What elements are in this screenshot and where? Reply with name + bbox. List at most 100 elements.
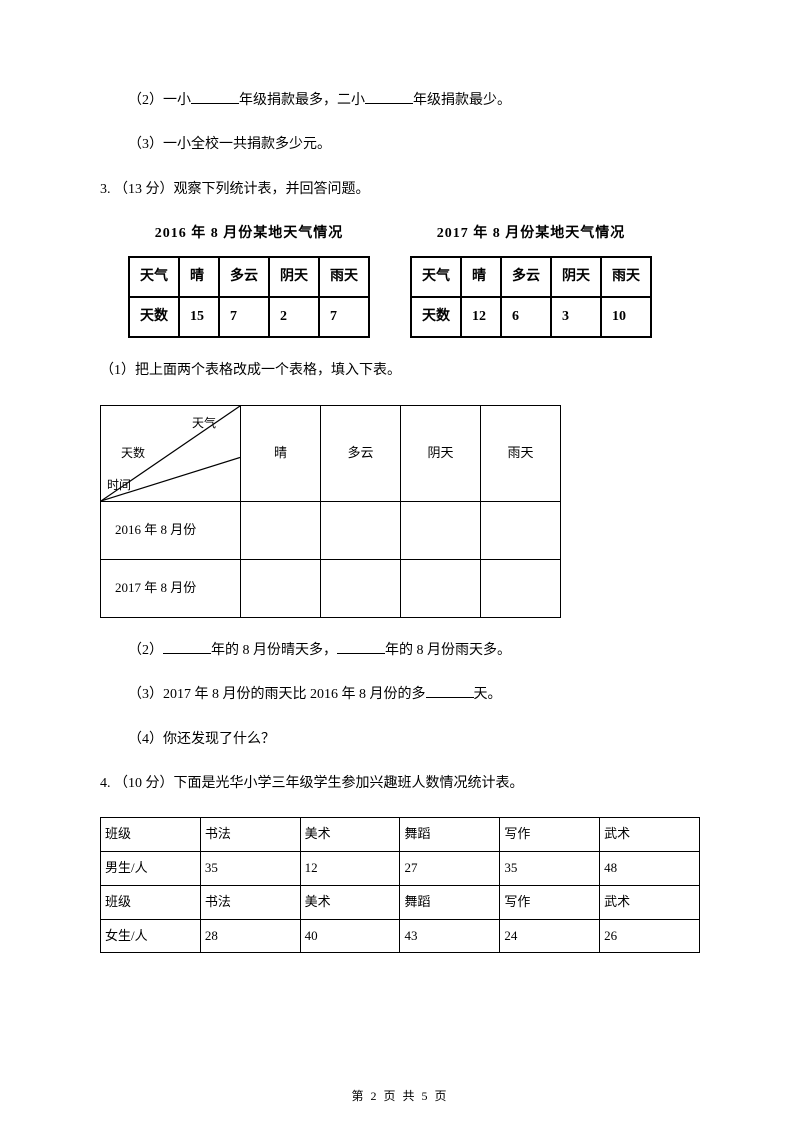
- blank-input[interactable]: [163, 640, 211, 654]
- cell: 班级: [101, 818, 201, 852]
- cell: 35: [500, 852, 600, 886]
- text: 天。: [474, 687, 502, 702]
- empty-cell[interactable]: [321, 501, 401, 559]
- weather-tables-row: 2016 年 8 月份某地天气情况 天气 晴 多云 阴天 雨天 天数 15 7 …: [128, 223, 700, 338]
- empty-cell[interactable]: [241, 501, 321, 559]
- weather-2017-table: 天气 晴 多云 阴天 雨天 天数 12 6 3 10: [410, 256, 652, 339]
- blank-input[interactable]: [365, 90, 413, 104]
- cell: 26: [600, 919, 700, 953]
- table-row: 女生/人 28 40 43 24 26: [101, 919, 700, 953]
- table-caption-2017: 2017 年 8 月份某地天气情况: [410, 223, 652, 245]
- cell: 多云: [219, 257, 269, 297]
- q3-sub2: （2）年的 8 月份晴天多，年的 8 月份雨天多。: [100, 640, 700, 662]
- cell: 晴: [461, 257, 501, 297]
- merged-table-wrap: 天气 天数 时间 晴 多云 阴天 雨天 2016 年 8 月份 2017 年 8…: [100, 405, 700, 618]
- q3-sub1: （1）把上面两个表格改成一个表格，填入下表。: [100, 360, 700, 382]
- q3-intro: 3. （13 分）观察下列统计表，并回答问题。: [100, 179, 700, 201]
- page-content: （2）一小 年级捐款最多，二小 年级捐款最少。 （3）一小全校一共捐款多少元。 3.…: [0, 0, 800, 953]
- cell: 24: [500, 919, 600, 953]
- text: 年级捐款最多，二小: [239, 93, 365, 108]
- merged-table: 天气 天数 时间 晴 多云 阴天 雨天 2016 年 8 月份 2017 年 8…: [100, 405, 561, 618]
- empty-cell[interactable]: [481, 559, 561, 617]
- cell: 美术: [300, 885, 400, 919]
- cell: 阴天: [551, 257, 601, 297]
- cell: 天气: [129, 257, 179, 297]
- cell: 3: [551, 297, 601, 337]
- cell: 书法: [200, 818, 300, 852]
- cell: 写作: [500, 818, 600, 852]
- cell: 12: [461, 297, 501, 337]
- table-row: 男生/人 35 12 27 35 48: [101, 852, 700, 886]
- blank-input[interactable]: [337, 640, 385, 654]
- cell: 天数: [411, 297, 461, 337]
- text: 年的 8 月份雨天多。: [385, 643, 511, 658]
- blank-input[interactable]: [191, 90, 239, 104]
- q2-sub3: （3）一小全校一共捐款多少元。: [100, 134, 700, 156]
- cell: 写作: [500, 885, 600, 919]
- cell: 阴天: [269, 257, 319, 297]
- cell: 12: [300, 852, 400, 886]
- table-row: 天数 15 7 2 7: [129, 297, 369, 337]
- weather-2017-block: 2017 年 8 月份某地天气情况 天气 晴 多云 阴天 雨天 天数 12 6 …: [410, 223, 652, 338]
- blank-input[interactable]: [426, 684, 474, 698]
- interest-table: 班级 书法 美术 舞蹈 写作 武术 男生/人 35 12 27 35 48 班级…: [100, 817, 700, 953]
- cell: 雨天: [481, 405, 561, 501]
- cell: 天数: [129, 297, 179, 337]
- text: 年的 8 月份晴天多，: [211, 643, 337, 658]
- diag-label-days: 天数: [121, 444, 145, 463]
- table-row: 班级 书法 美术 舞蹈 写作 武术: [101, 885, 700, 919]
- cell: 美术: [300, 818, 400, 852]
- table-row: 天气 晴 多云 阴天 雨天: [411, 257, 651, 297]
- cell: 6: [501, 297, 551, 337]
- diag-label-time: 时间: [107, 476, 131, 495]
- table-row: 2016 年 8 月份: [101, 501, 561, 559]
- cell: 武术: [600, 818, 700, 852]
- q3-sub4: （4）你还发现了什么？: [100, 729, 700, 751]
- cell: 15: [179, 297, 219, 337]
- table-row: 2017 年 8 月份: [101, 559, 561, 617]
- table-row: 天数 12 6 3 10: [411, 297, 651, 337]
- cell: 男生/人: [101, 852, 201, 886]
- cell: 雨天: [601, 257, 651, 297]
- cell: 35: [200, 852, 300, 886]
- empty-cell[interactable]: [401, 501, 481, 559]
- text: （2）一小: [128, 93, 191, 108]
- empty-cell[interactable]: [321, 559, 401, 617]
- diagonal-header-cell: 天气 天数 时间: [101, 405, 241, 501]
- cell: 2017 年 8 月份: [101, 559, 241, 617]
- cell: 40: [300, 919, 400, 953]
- table-row: 天气 晴 多云 阴天 雨天: [129, 257, 369, 297]
- cell: 晴: [241, 405, 321, 501]
- empty-cell[interactable]: [401, 559, 481, 617]
- table-row: 天气 天数 时间 晴 多云 阴天 雨天: [101, 405, 561, 501]
- cell: 武术: [600, 885, 700, 919]
- cell: 舞蹈: [400, 818, 500, 852]
- cell: 舞蹈: [400, 885, 500, 919]
- cell: 书法: [200, 885, 300, 919]
- q3-sub3: （3）2017 年 8 月份的雨天比 2016 年 8 月份的多 天。: [100, 684, 700, 706]
- text: 年级捐款最少。: [413, 93, 511, 108]
- empty-cell[interactable]: [481, 501, 561, 559]
- cell: 女生/人: [101, 919, 201, 953]
- q4-intro: 4. （10 分）下面是光华小学三年级学生参加兴趣班人数情况统计表。: [100, 773, 700, 795]
- cell: 天气: [411, 257, 461, 297]
- cell: 27: [400, 852, 500, 886]
- table-caption-2016: 2016 年 8 月份某地天气情况: [128, 223, 370, 245]
- cell: 阴天: [401, 405, 481, 501]
- cell: 48: [600, 852, 700, 886]
- cell: 28: [200, 919, 300, 953]
- cell: 2016 年 8 月份: [101, 501, 241, 559]
- cell: 雨天: [319, 257, 369, 297]
- cell: 2: [269, 297, 319, 337]
- page-footer: 第 2 页 共 5 页: [0, 1087, 800, 1104]
- table-row: 班级 书法 美术 舞蹈 写作 武术: [101, 818, 700, 852]
- cell: 多云: [321, 405, 401, 501]
- empty-cell[interactable]: [241, 559, 321, 617]
- text: （3）2017 年 8 月份的雨天比 2016 年 8 月份的多: [128, 687, 426, 702]
- weather-2016-table: 天气 晴 多云 阴天 雨天 天数 15 7 2 7: [128, 256, 370, 339]
- cell: 晴: [179, 257, 219, 297]
- q2-sub2: （2）一小 年级捐款最多，二小 年级捐款最少。: [100, 90, 700, 112]
- cell: 7: [319, 297, 369, 337]
- cell: 10: [601, 297, 651, 337]
- cell: 多云: [501, 257, 551, 297]
